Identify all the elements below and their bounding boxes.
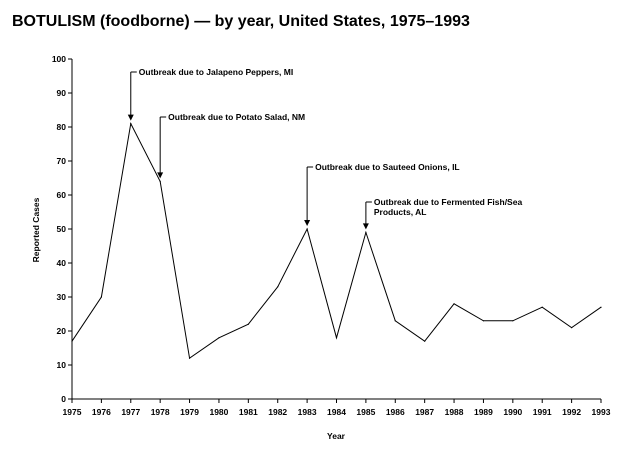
y-tick-label: 30 xyxy=(57,292,67,302)
data-point xyxy=(394,320,396,322)
x-tick-label: 1993 xyxy=(592,407,611,417)
y-tick-label: 60 xyxy=(57,190,67,200)
annotation-text: Outbreak due to Jalapeno Peppers, MI xyxy=(139,67,293,77)
annotation: Outbreak due to Jalapeno Peppers, MI xyxy=(127,67,293,121)
y-tick-label: 50 xyxy=(57,224,67,234)
x-tick-label: 1976 xyxy=(92,407,111,417)
y-axis-title: Reported Cases xyxy=(31,197,41,262)
y-tick-label: 90 xyxy=(57,88,67,98)
data-point xyxy=(482,320,485,322)
data-point xyxy=(571,327,573,329)
x-tick-label: 1978 xyxy=(151,407,170,417)
data-point xyxy=(130,123,132,125)
y-tick-label: 40 xyxy=(57,258,67,268)
annotations-layer: Outbreak due to Jalapeno Peppers, MI Outb… xyxy=(127,67,523,230)
data-point xyxy=(247,323,249,325)
arrowhead-icon xyxy=(127,114,134,121)
y-tick-label: 20 xyxy=(57,326,67,336)
x-tick-label: 1990 xyxy=(503,407,522,417)
annotation-text: Outbreak due to Potato Salad, NM xyxy=(168,112,305,122)
series-line xyxy=(71,122,602,360)
x-tick-label: 1983 xyxy=(298,407,317,417)
x-axis-title: Year xyxy=(327,431,346,441)
annotation: Outbreak due to Fermented Fish/SeaProduc… xyxy=(362,197,523,230)
annotation-text: Products, AL xyxy=(374,207,427,217)
annotation: Outbreak due to Potato Salad, NM xyxy=(157,112,305,179)
x-tick-label: 1992 xyxy=(562,407,581,417)
x-tick-label: 1981 xyxy=(239,407,258,417)
chart-title: BOTULISM (foodborne) — by year, United S… xyxy=(12,13,470,30)
annotation-text: Outbreak due to Sauteed Onions, IL xyxy=(315,162,460,172)
arrowhead-icon xyxy=(304,220,311,226)
x-tick-label: 1980 xyxy=(209,407,228,417)
y-tick-label: 70 xyxy=(57,156,67,166)
data-point xyxy=(159,180,161,182)
data-point xyxy=(71,340,73,342)
x-tick-label: 1984 xyxy=(327,407,346,417)
axes xyxy=(71,59,601,400)
annotation-text: Outbreak due to Fermented Fish/Sea xyxy=(374,197,523,207)
data-point xyxy=(218,337,220,339)
x-tick-label: 1985 xyxy=(356,407,375,417)
data-point xyxy=(188,357,191,359)
data-point xyxy=(306,228,308,230)
x-tick-label: 1975 xyxy=(63,407,82,417)
y-tick-label: 80 xyxy=(57,122,67,132)
x-tick-label: 1987 xyxy=(415,407,434,417)
arrowhead-icon xyxy=(157,172,164,179)
x-tick-label: 1988 xyxy=(445,407,464,417)
y-tick-label: 0 xyxy=(61,394,66,404)
data-point xyxy=(365,231,367,233)
data-point xyxy=(453,303,455,305)
y-tick-label: 100 xyxy=(52,54,66,64)
data-point xyxy=(277,286,279,288)
arrowhead-icon xyxy=(362,223,369,230)
x-tick-label: 1991 xyxy=(533,407,552,417)
y-tick-label: 10 xyxy=(57,360,67,370)
x-tick-label: 1982 xyxy=(268,407,287,417)
series-layer xyxy=(71,122,602,360)
annotation: Outbreak due to Sauteed Onions, IL xyxy=(304,162,460,226)
x-axis-ticks: 1975 1976 1977 1978 1979 1980 1981 1982 1983 1984… xyxy=(63,399,611,417)
data-point xyxy=(100,296,102,298)
data-point xyxy=(512,320,514,322)
x-tick-label: 1977 xyxy=(121,407,140,417)
data-point xyxy=(541,306,543,308)
data-point xyxy=(335,337,338,339)
data-point xyxy=(600,306,602,308)
x-tick-label: 1989 xyxy=(474,407,493,417)
y-axis-ticks: 0 10 20 30 40 50 60 70 80 90 100 xyxy=(52,54,72,404)
x-tick-label: 1986 xyxy=(386,407,405,417)
x-tick-label: 1979 xyxy=(180,407,199,417)
data-point xyxy=(424,340,426,342)
